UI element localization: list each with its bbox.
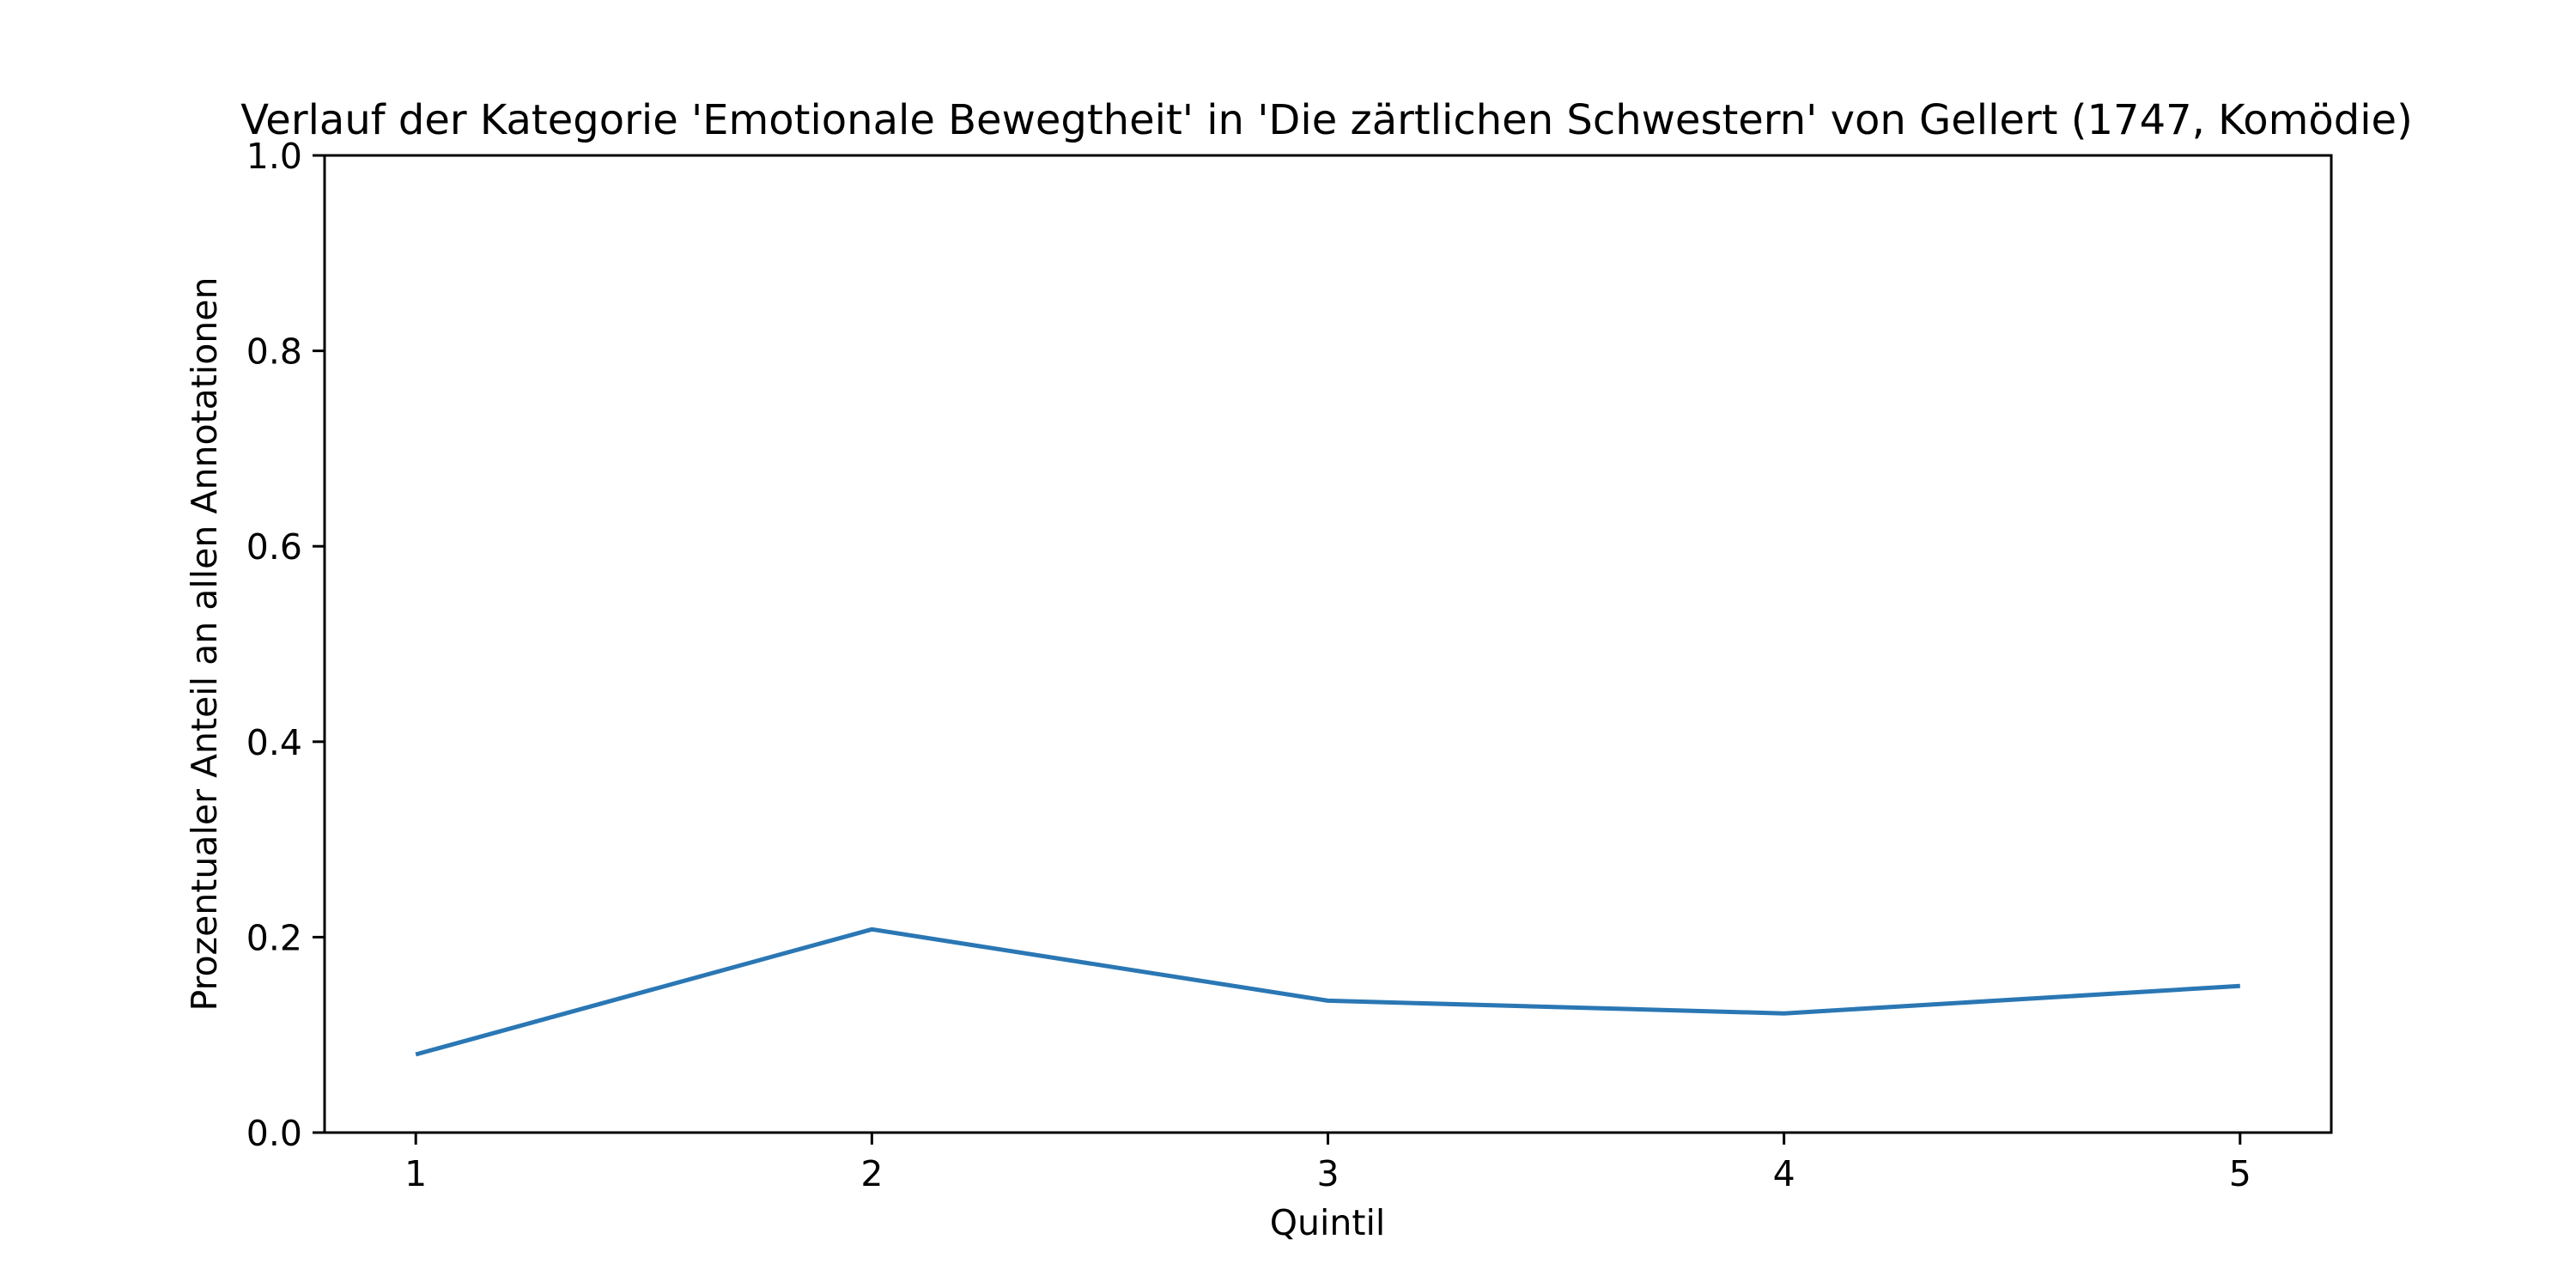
y-tick-label: 1.0 [246, 136, 302, 177]
x-axis-label: Quintil [1270, 1202, 1386, 1243]
y-tick-label: 0.8 [246, 331, 302, 373]
x-tick-label: 1 [404, 1153, 427, 1194]
y-tick-label: 0.0 [246, 1113, 302, 1154]
y-tick-label: 0.4 [246, 722, 302, 763]
x-tick-label: 2 [860, 1153, 883, 1194]
series-line [415, 927, 2240, 1057]
y-axis-ticks: 0.0 0.2 0.4 0.6 0.8 1.0 [246, 136, 325, 1154]
y-tick-label: 0.6 [246, 526, 302, 568]
chart-title: Verlauf der Kategorie 'Emotionale Bewegt… [240, 96, 2413, 144]
x-tick-label: 5 [2229, 1153, 2251, 1194]
x-axis-ticks: 1 2 3 4 5 [404, 1133, 2251, 1194]
x-tick-label: 4 [1773, 1153, 1795, 1194]
x-tick-label: 3 [1316, 1153, 1339, 1194]
y-tick-label: 0.2 [246, 917, 302, 958]
y-axis-label: Prozentualer Anteil an allen Annotatione… [184, 277, 225, 1012]
